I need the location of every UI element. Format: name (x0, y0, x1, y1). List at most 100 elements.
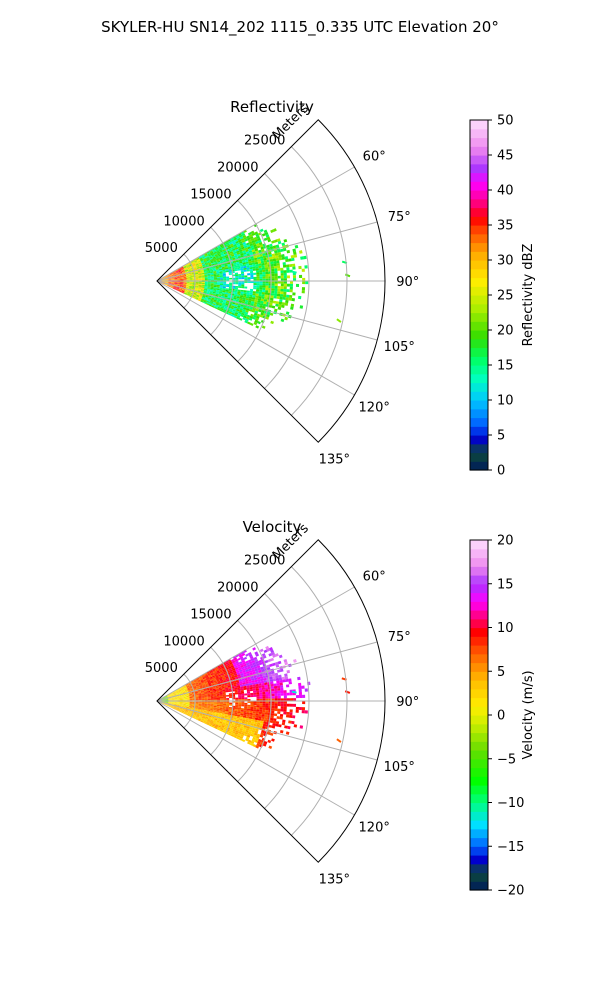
data-cell (231, 255, 235, 259)
data-cell (202, 256, 206, 259)
data-cell (224, 253, 228, 256)
data-cell (223, 278, 227, 280)
data-cell (256, 698, 260, 701)
data-cell (273, 718, 277, 722)
data-cell (189, 703, 193, 704)
data-cell (240, 651, 245, 655)
data-cell (195, 694, 199, 697)
data-cell (255, 317, 259, 322)
data-cell (203, 291, 207, 294)
data-cell (216, 273, 220, 275)
data-cell (237, 665, 242, 669)
data-cell (206, 687, 210, 690)
data-cell (216, 697, 221, 699)
data-cell (256, 281, 260, 284)
data-cell (173, 286, 177, 288)
data-cell (175, 271, 179, 274)
data-cell (253, 721, 258, 725)
data-cell (261, 292, 266, 295)
data-cell (203, 268, 207, 271)
data-cell (271, 698, 275, 701)
data-cell (213, 692, 217, 694)
data-cell (198, 273, 202, 275)
data-cell (229, 669, 233, 673)
data-cell (265, 691, 269, 695)
data-cell (261, 712, 266, 715)
data-cell (184, 290, 188, 293)
data-cell (200, 690, 204, 692)
data-cell (173, 707, 177, 709)
data-cell (216, 270, 220, 273)
data-cell (239, 261, 243, 264)
data-cell (262, 281, 266, 284)
colorbar-segment (470, 592, 488, 602)
data-cell (225, 730, 230, 733)
colorbar-tick-label: 5 (497, 429, 505, 444)
data-cell (179, 274, 184, 277)
data-cell (239, 308, 244, 311)
data-cell (235, 260, 240, 263)
data-cell (237, 723, 242, 727)
data-cell (247, 666, 252, 670)
colorbar-tick-label: −10 (497, 796, 524, 811)
data-cell (284, 661, 289, 666)
data-cell (240, 734, 244, 738)
data-cell (188, 710, 192, 713)
data-cell (184, 688, 188, 691)
data-cell (274, 698, 278, 701)
data-cell (183, 278, 187, 280)
data-cell (243, 269, 247, 272)
data-cell (187, 291, 191, 293)
data-cell (250, 238, 255, 242)
data-cell (173, 706, 177, 708)
data-cell (165, 702, 169, 704)
data-cell (186, 282, 190, 284)
data-cell (227, 263, 231, 266)
data-cell (239, 242, 244, 246)
data-cell (185, 273, 189, 275)
data-cell (168, 281, 172, 283)
data-cell (176, 692, 180, 695)
data-cell (201, 255, 205, 258)
data-cell (180, 281, 184, 283)
data-cell (220, 246, 225, 249)
data-cell (223, 263, 228, 266)
data-cell (285, 731, 290, 735)
data-cell (252, 743, 257, 748)
data-cell (206, 710, 211, 713)
data-cell (277, 698, 281, 701)
data-cell (177, 699, 181, 700)
data-cell (238, 275, 242, 278)
data-cell (244, 697, 248, 700)
data-cell (201, 297, 205, 300)
data-cell (221, 293, 225, 296)
data-cell (215, 302, 219, 306)
data-cell (265, 645, 270, 650)
data-cell (259, 648, 264, 653)
data-cell (189, 704, 193, 706)
data-cell (261, 325, 266, 329)
data-cell (250, 721, 255, 724)
data-cell (209, 300, 214, 304)
data-cell (222, 310, 226, 314)
data-cell (185, 263, 189, 266)
data-cell (210, 693, 214, 696)
data-cell (215, 675, 219, 678)
data-cell (220, 244, 224, 248)
data-cell (261, 687, 266, 690)
data-cell (231, 675, 235, 679)
data-cell (195, 297, 199, 300)
data-cell (216, 677, 220, 681)
data-cell (247, 704, 251, 707)
data-cell (183, 279, 187, 281)
data-cell (225, 288, 229, 291)
data-cell (250, 665, 254, 669)
data-cell (233, 251, 237, 255)
data-cell (233, 685, 238, 688)
data-cell (209, 713, 213, 716)
data-cell (188, 693, 193, 695)
data-cell (255, 728, 259, 732)
data-cell (177, 276, 181, 278)
data-cell (170, 693, 174, 696)
